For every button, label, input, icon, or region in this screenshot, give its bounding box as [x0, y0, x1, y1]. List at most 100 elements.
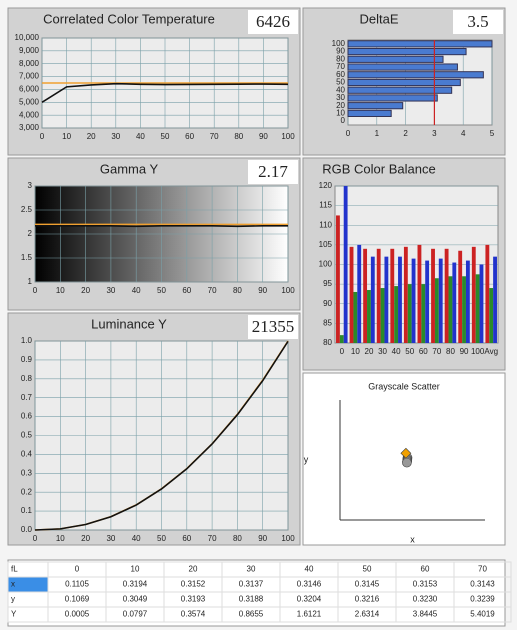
readout-box	[248, 10, 298, 34]
chart-title: Gamma Y	[100, 161, 159, 176]
x-tick-label: 70	[208, 286, 217, 295]
cell-text: 10	[131, 565, 140, 574]
y-tick-label: 10,000	[15, 33, 40, 42]
x-tick-label: 30	[111, 132, 120, 141]
bar	[347, 86, 453, 94]
bar	[380, 288, 385, 343]
y-tick-label: 0.9	[21, 355, 33, 364]
cell-text: 3.8445	[413, 610, 438, 619]
line	[41, 82, 289, 103]
x-tick-label: 50	[405, 347, 414, 356]
y-tick-label: 30	[336, 93, 345, 102]
x-tick-label: 100	[471, 347, 485, 356]
y-tick-label: 80	[323, 338, 332, 347]
y-tick-label: 6,000	[19, 85, 40, 94]
y-tick-label: 0.7	[21, 393, 33, 402]
x-tick-label: 50	[157, 286, 166, 295]
y-tick-label: 120	[319, 181, 333, 190]
x-tick-label: 20	[81, 286, 90, 295]
bar	[438, 258, 443, 343]
y-tick-label: 10	[336, 109, 345, 118]
y-tick-label: 0.4	[21, 450, 33, 459]
x-tick-label: 90	[259, 132, 268, 141]
cell-text: 0.3188	[239, 595, 264, 604]
cell-text: 40	[305, 565, 314, 574]
bar	[347, 102, 404, 110]
y-tick-label: 2	[28, 229, 33, 238]
x-tick-label: 100	[281, 132, 295, 141]
cell-text: 0.8655	[239, 610, 264, 619]
bar	[493, 256, 497, 343]
x-tick-label: 70	[210, 132, 219, 141]
cell-text: 0.3193	[181, 595, 206, 604]
x-tick-label: 30	[106, 534, 115, 543]
chart-title: Grayscale Scatter	[368, 381, 440, 391]
x-tick-label: 20	[81, 534, 90, 543]
x-tick-label: 60	[182, 286, 191, 295]
bar	[347, 94, 438, 102]
y-tick-label: 1.0	[21, 336, 33, 345]
x-tick-label: 80	[233, 286, 242, 295]
bar	[394, 286, 399, 343]
bar	[462, 276, 466, 343]
cell-text: 0.3153	[413, 580, 438, 589]
x-tick-label: 70	[208, 534, 217, 543]
x-tick-label: 0	[346, 129, 351, 138]
cell-text: 70	[478, 565, 487, 574]
x-tick-label: 80	[233, 534, 242, 543]
y-tick-label: 115	[319, 201, 332, 210]
x-tick-label: 100	[281, 534, 295, 543]
x-tick-label: 5	[490, 129, 495, 138]
y-axis-label: y	[304, 454, 309, 464]
readout: 3.5	[467, 12, 488, 31]
x-tick-label: 30	[106, 286, 115, 295]
bar	[471, 246, 476, 343]
x-tick-label: 0	[33, 286, 38, 295]
y-tick-label: 85	[323, 318, 332, 327]
bar	[458, 250, 463, 343]
row-label: Y	[11, 610, 17, 619]
y-tick-label: 0	[341, 116, 346, 125]
bar	[475, 274, 480, 343]
y-tick-label: 60	[336, 70, 345, 79]
y-tick-label: 9,000	[19, 46, 40, 55]
x-tick-label: 40	[136, 132, 145, 141]
bar	[347, 55, 444, 63]
cell-text: 0.1069	[65, 595, 90, 604]
bar	[444, 248, 449, 343]
bar	[347, 63, 458, 71]
cell-text: 0.3049	[123, 595, 148, 604]
x-tick-label: 60	[182, 534, 191, 543]
y-tick-label: 80	[336, 54, 345, 63]
cell-text: 2.6314	[355, 610, 380, 619]
y-tick-label: 0.2	[21, 487, 33, 496]
x-tick-label: 90	[258, 286, 267, 295]
x-tick-label: 40	[132, 286, 141, 295]
x-tick-label: 0	[340, 347, 345, 356]
cell-text: 0.3204	[297, 595, 322, 604]
bar	[452, 262, 457, 343]
bar	[479, 264, 484, 343]
cell-text: 30	[247, 565, 256, 574]
table	[7, 559, 506, 627]
y-tick-label: 0.3	[21, 468, 33, 477]
readout: 2.17	[258, 162, 288, 181]
bar	[425, 260, 430, 343]
x-tick-label: 60	[419, 347, 428, 356]
readout-box	[453, 10, 503, 34]
bar	[357, 244, 362, 343]
y-tick-label: 110	[319, 220, 332, 229]
x-tick-label: 0	[40, 132, 45, 141]
x-tick-label: 20	[87, 132, 96, 141]
chart-title: Luminance Y	[91, 316, 167, 331]
bar	[349, 246, 354, 343]
readout: 6426	[256, 12, 290, 31]
cell-text: 0.1105	[65, 580, 89, 589]
point	[400, 447, 412, 459]
bar	[384, 256, 389, 343]
x-tick-label: 40	[132, 534, 141, 543]
cell-text: 60	[421, 565, 430, 574]
cell-text: 0.3239	[470, 595, 495, 604]
bar	[431, 248, 435, 343]
chart-title: Correlated Color Temperature	[43, 11, 215, 26]
